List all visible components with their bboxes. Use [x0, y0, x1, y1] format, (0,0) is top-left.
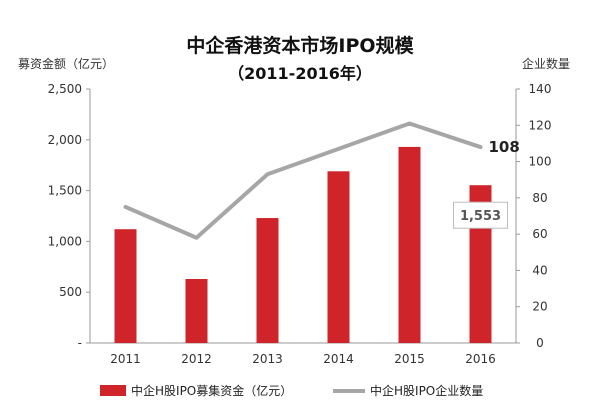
legend-label-bar: 中企H股IPO募集资金（亿元）: [131, 383, 292, 398]
line-series-path: [123, 121, 483, 240]
x-tick-label: 2014: [323, 352, 354, 366]
left-tick-label: 2,500: [48, 82, 82, 96]
left-axis-ticks: - 500 1,000 1,500 2,000 2,500: [48, 82, 90, 350]
x-tick-label: 2016: [465, 352, 496, 366]
x-tick-label: 2012: [181, 352, 212, 366]
right-tick-label: 120: [529, 118, 552, 132]
right-axis-ticks: 0 20 40 60 80 100 120 140: [516, 82, 551, 350]
right-tick-label: 80: [532, 191, 547, 205]
bar-data-label-box: [453, 201, 508, 229]
x-tick-label: 2013: [252, 352, 283, 366]
line-data-label-2016: 108: [489, 138, 520, 156]
bar-2011: [114, 229, 137, 343]
bar-2013: [256, 218, 279, 343]
left-tick-label: 2,000: [48, 133, 82, 147]
bar-2015: [398, 146, 421, 343]
chart-title: 中企香港资本市场IPO规模: [186, 34, 414, 57]
x-tick-label: 2011: [110, 352, 141, 366]
x-axis-ticks: 2011 2012 2013 2014 2015 2016: [110, 352, 496, 366]
left-tick-label: 1,500: [48, 184, 82, 198]
line-series: [123, 121, 483, 240]
legend-label-line: 中企H股IPO企业数量: [370, 383, 483, 398]
legend-swatch-bar: [100, 385, 126, 396]
left-tick-label: 1,000: [48, 234, 82, 248]
right-tick-label: 100: [529, 155, 552, 169]
left-tick-label: 500: [59, 285, 82, 299]
bar-2012: [185, 278, 208, 343]
chart-subtitle: （2011-2016年）: [228, 64, 372, 83]
right-tick-label: 40: [532, 263, 547, 277]
right-tick-label: 20: [532, 300, 547, 314]
bar-data-label-2016: 1,553: [460, 209, 501, 224]
bar-2014: [327, 171, 350, 343]
data-labels: 108 1,553: [453, 138, 520, 229]
right-tick-label: 60: [532, 227, 547, 241]
right-tick-label: 0: [536, 336, 544, 350]
left-axis-title: 募资金额（亿元）: [18, 56, 114, 71]
legend: 中企H股IPO募集资金（亿元） 中企H股IPO企业数量: [100, 383, 483, 398]
right-axis-title: 企业数量: [522, 56, 570, 71]
x-tick-label: 2015: [394, 352, 425, 366]
bar-series: [114, 146, 492, 343]
left-tick-label: -: [78, 336, 82, 350]
right-tick-label: 140: [529, 82, 552, 96]
